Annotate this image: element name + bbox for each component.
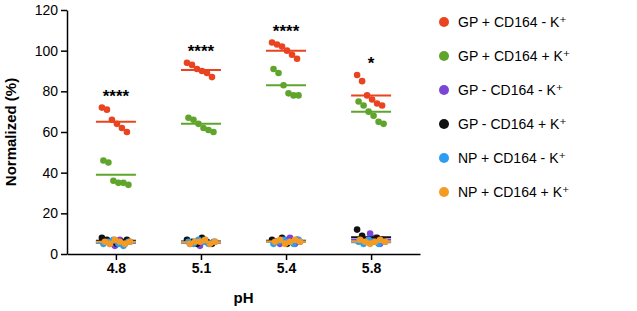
legend-item: GP + CD164 + K⁺ <box>439 48 570 64</box>
y-tick-mark <box>61 172 67 174</box>
legend-marker <box>439 153 449 163</box>
legend-marker <box>439 51 449 61</box>
legend-label: NP + CD164 - K⁺ <box>458 150 566 166</box>
x-axis-line <box>68 254 421 256</box>
y-tick: 20 <box>42 205 67 221</box>
significance: **** <box>188 42 215 61</box>
y-tick-mark <box>61 132 67 134</box>
legend-item: NP + CD164 - K⁺ <box>439 150 566 166</box>
legend-item: GP - CD164 - K⁺ <box>439 82 563 98</box>
legend-item: GP + CD164 - K⁺ <box>439 14 567 30</box>
y-tick: 60 <box>42 124 67 140</box>
legend-item: GP - CD164 + K⁺ <box>439 116 567 132</box>
series <box>96 226 391 247</box>
significance: **** <box>103 87 130 106</box>
mean-line <box>351 240 391 242</box>
x-tick: 5.1 <box>192 254 212 276</box>
y-tick-mark <box>61 50 67 52</box>
point <box>380 121 387 128</box>
legend-marker <box>439 17 449 27</box>
x-tick: 5.4 <box>277 254 297 276</box>
point <box>370 112 377 119</box>
mean-line <box>181 123 221 125</box>
y-tick: 120 <box>35 2 67 18</box>
x-axis: 4.8 5.1 5.4 5.8 <box>68 254 421 276</box>
point <box>210 129 217 136</box>
x-tick: 5.8 <box>362 254 382 276</box>
point <box>294 56 301 63</box>
y-tick-label: 120 <box>35 2 59 18</box>
y-axis-title: Normalized (%) <box>2 78 19 186</box>
point <box>379 102 386 109</box>
legend-label: NP + CD164 + K⁺ <box>458 184 569 200</box>
point <box>354 72 361 79</box>
y-tick-label: 20 <box>42 205 58 221</box>
mean-line <box>181 241 221 243</box>
y-tick-mark <box>61 91 67 93</box>
x-tick-label: 5.1 <box>192 260 212 276</box>
point <box>275 70 282 77</box>
mean-line <box>96 121 136 123</box>
marks <box>96 39 391 249</box>
mean-line <box>266 240 306 242</box>
x-tick-label: 5.8 <box>362 260 382 276</box>
mean-line <box>351 111 391 113</box>
y-tick-mark <box>61 10 67 12</box>
legend-item: NP + CD164 + K⁺ <box>439 184 569 200</box>
legend-label: GP + CD164 - K⁺ <box>458 14 567 30</box>
legend-label: GP - CD164 + K⁺ <box>458 116 567 132</box>
series <box>96 39 391 135</box>
point <box>295 92 302 99</box>
legend-marker <box>439 119 449 129</box>
y-tick: 0 <box>50 246 67 262</box>
mean-line <box>96 241 136 243</box>
chart: 0 20 40 60 80 100 120 4.8 5.1 5.4 5.8 pH Normalized … <box>0 0 637 311</box>
point <box>104 106 111 113</box>
x-tick: 4.8 <box>107 254 127 276</box>
y-tick-label: 80 <box>42 83 58 99</box>
legend-marker <box>439 187 449 197</box>
point <box>125 182 132 189</box>
point <box>360 102 367 109</box>
y-tick-label: 40 <box>42 165 58 181</box>
x-axis-title: pH <box>234 289 254 306</box>
legend-marker <box>439 85 449 95</box>
significance: **** <box>273 22 300 41</box>
mean-line <box>181 69 221 71</box>
y-tick-mark <box>61 213 67 215</box>
y-tick: 40 <box>42 165 67 181</box>
plot: 0 20 40 60 80 100 120 4.8 5.1 5.4 5.8 <box>35 2 421 276</box>
point <box>359 78 366 85</box>
y-tick-label: 60 <box>42 124 58 140</box>
legend: GP + CD164 - K⁺ GP + CD164 + K⁺ GP - CD164… <box>439 14 570 200</box>
point <box>354 226 361 233</box>
series <box>96 230 391 249</box>
mean-line <box>181 241 221 243</box>
series <box>96 236 391 247</box>
significance: * <box>368 54 375 73</box>
point <box>124 129 131 136</box>
y-axis: 0 20 40 60 80 100 120 <box>35 2 68 262</box>
series <box>96 66 391 189</box>
mean-line <box>351 94 391 96</box>
x-tick-label: 5.4 <box>277 260 297 276</box>
series <box>96 236 391 249</box>
y-tick-label: 0 <box>50 246 58 262</box>
y-tick: 80 <box>42 83 67 99</box>
y-tick: 100 <box>35 43 67 59</box>
x-tick-label: 4.8 <box>107 260 127 276</box>
mean-line <box>266 50 306 52</box>
mean-line <box>266 240 306 242</box>
legend-label: GP + CD164 + K⁺ <box>458 48 570 64</box>
y-tick-label: 100 <box>35 43 59 59</box>
mean-line <box>266 84 306 86</box>
point <box>105 159 112 166</box>
y-tick-mark <box>61 254 67 256</box>
mean-line <box>96 174 136 176</box>
legend-label: GP - CD164 - K⁺ <box>458 82 563 98</box>
point <box>209 74 216 81</box>
